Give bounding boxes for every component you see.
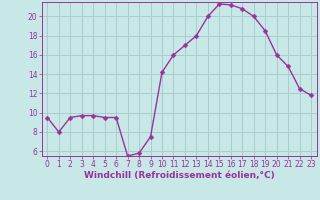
X-axis label: Windchill (Refroidissement éolien,°C): Windchill (Refroidissement éolien,°C) (84, 171, 275, 180)
